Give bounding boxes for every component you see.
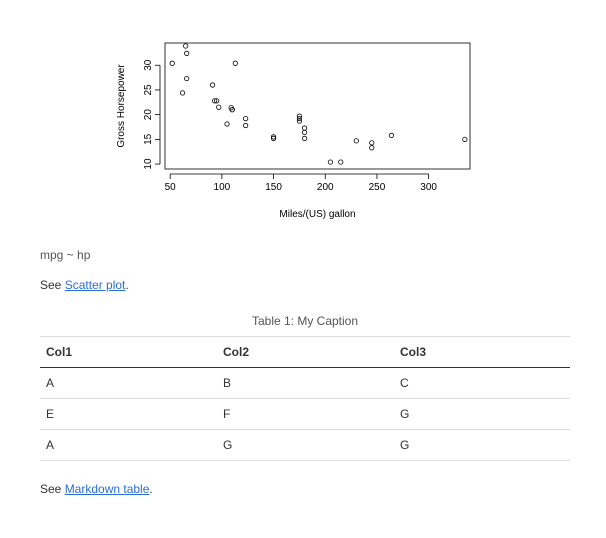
see-prefix: See: [40, 278, 65, 292]
table-caption: Table 1: My Caption: [251, 314, 359, 328]
data-point: [179, 90, 186, 96]
data-point: [338, 159, 344, 165]
plot-frame: [164, 42, 471, 170]
table-cell: G: [217, 429, 394, 461]
x-tick-label: 250: [369, 182, 386, 193]
see-scatter-text: See Scatter plot.: [40, 278, 129, 292]
y-tick-label: 10: [143, 158, 154, 170]
data-point: [243, 116, 249, 122]
see-prefix: See: [40, 482, 65, 496]
table-row: A G G: [40, 429, 570, 461]
data-point: [296, 118, 303, 124]
data-point: [243, 122, 249, 129]
data-point: [301, 135, 308, 141]
data-point: [184, 75, 190, 82]
scatter-plot-link[interactable]: Scatter plot: [64, 278, 126, 292]
data-point: [270, 134, 277, 140]
table-cell: B: [217, 367, 394, 399]
data-point: [369, 140, 375, 146]
column-header: Col1: [40, 336, 217, 368]
data-point: [353, 138, 359, 144]
y-tick-label: 15: [143, 133, 154, 145]
data-point: [209, 82, 216, 88]
see-suffix: .: [149, 482, 153, 496]
column-header: Col2: [217, 336, 394, 368]
data-point: [214, 98, 220, 104]
table-cell: G: [394, 398, 570, 430]
data-point: [212, 98, 218, 104]
x-axis-label: Miles/(US) gallon: [279, 209, 355, 220]
see-suffix: .: [125, 278, 129, 292]
table-cell: G: [394, 429, 570, 461]
x-tick-label: 300: [420, 182, 437, 193]
data-point: [184, 50, 190, 56]
x-tick-label: 100: [214, 182, 231, 193]
data-point: [301, 125, 308, 131]
data-point: [270, 135, 277, 141]
markdown-table: Col1 Col2 Col3 A B C E F G A G G: [40, 336, 570, 461]
y-axis-label: Gross Horsepower: [116, 64, 127, 148]
plot-formula: mpg ~ hp: [40, 248, 91, 262]
column-header: Col3: [394, 336, 570, 368]
table-cell: A: [40, 429, 217, 461]
data-point: [296, 113, 303, 119]
y-tick-label: 25: [143, 84, 154, 96]
data-point: [169, 60, 175, 66]
data-point: [301, 129, 308, 136]
y-tick-label: 30: [143, 59, 154, 71]
scatter-plot: 50 100 150 200 250 300 10 15 20 25 30 Miles/(US) ga…: [116, 42, 471, 220]
table-cell: A: [40, 367, 217, 399]
data-point: [388, 132, 395, 139]
x-tick-label: 50: [165, 182, 177, 193]
table-cell: E: [40, 398, 217, 430]
data-point: [296, 116, 303, 122]
data-point: [216, 104, 222, 110]
data-point: [462, 136, 468, 142]
data-point: [327, 159, 334, 165]
table-row: E F G: [40, 398, 570, 430]
x-tick-label: 150: [265, 182, 282, 193]
table-cell: F: [217, 398, 394, 430]
see-table-text: See Markdown table.: [40, 482, 153, 496]
markdown-table-link[interactable]: Markdown table: [64, 482, 150, 496]
table-row: A B C: [40, 367, 570, 399]
table-header-row: Col1 Col2 Col3: [40, 336, 570, 368]
data-point: [224, 121, 230, 127]
x-tick-label: 200: [317, 182, 334, 193]
data-point: [369, 145, 375, 151]
table-cell: C: [394, 367, 570, 399]
data-point: [232, 60, 238, 66]
data-point: [183, 43, 189, 49]
data-point: [229, 107, 235, 113]
y-tick-label: 20: [143, 109, 154, 121]
